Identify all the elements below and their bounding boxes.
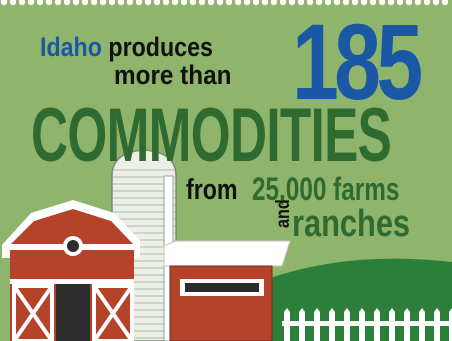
commodities-heading: COMMODITIES — [31, 93, 392, 178]
stamp-perforation — [387, 0, 395, 6]
word-ranches: ranches — [292, 203, 411, 245]
stamp-perforation — [144, 0, 152, 6]
stamp-perforation — [153, 0, 161, 6]
stamp-perforation — [369, 0, 377, 6]
red-barn-icon — [2, 200, 140, 341]
stamp-perforation — [333, 0, 341, 6]
fence-picket — [449, 308, 452, 341]
stamp-perforation — [279, 0, 287, 6]
stamp-perforation — [360, 0, 368, 6]
stamp-perforation — [261, 0, 269, 6]
stamp-perforation — [423, 0, 431, 6]
stamp-perforation — [270, 0, 278, 6]
stamp-perforation — [378, 0, 386, 6]
stamp-perforation — [36, 0, 44, 6]
stamp-perforation — [99, 0, 107, 6]
stamp-perforation — [405, 0, 413, 6]
stamp-perforation — [441, 0, 449, 6]
stamp-perforation — [126, 0, 134, 6]
stamp-perforation — [297, 0, 305, 6]
stamp-perforation — [18, 0, 26, 6]
word-from: from — [186, 174, 238, 206]
fence-picket — [359, 308, 365, 341]
stamp-perforation — [216, 0, 224, 6]
stamp-perforation — [288, 0, 296, 6]
stamp-perforation — [54, 0, 62, 6]
stamp-perforation — [432, 0, 440, 6]
stamp-perforation — [81, 0, 89, 6]
stamp-perforation — [0, 0, 8, 6]
fence-picket — [374, 308, 380, 341]
stamp-perforation — [225, 0, 233, 6]
stamp-edge-border — [0, 0, 449, 6]
state-name: Idaho — [40, 32, 102, 62]
stamp-perforation — [189, 0, 197, 6]
fence-picket — [404, 308, 410, 341]
stamp-perforation — [306, 0, 314, 6]
verb-produces: produces — [108, 32, 213, 62]
stamp-perforation — [324, 0, 332, 6]
fence-picket — [329, 308, 335, 341]
fence-picket — [389, 308, 395, 341]
stamp-perforation — [315, 0, 323, 6]
stamp-perforation — [171, 0, 179, 6]
stamp-perforation — [27, 0, 35, 6]
white-picket-fence-icon — [282, 308, 452, 341]
red-shed-icon — [163, 240, 291, 341]
stamp-perforation — [72, 0, 80, 6]
commodity-count: 185 — [292, 1, 423, 122]
farm-count: 25,000 farms — [252, 171, 400, 207]
fence-picket — [314, 308, 320, 341]
fence-picket — [434, 308, 440, 341]
stamp-perforation — [414, 0, 422, 6]
stamp-perforation — [207, 0, 215, 6]
stamp-perforation — [342, 0, 350, 6]
stamp-perforation — [108, 0, 116, 6]
fence-picket — [344, 308, 350, 341]
stamp-perforation — [351, 0, 359, 6]
fence-picket — [419, 308, 425, 341]
headline-qualifier: more than — [114, 60, 232, 90]
stamp-perforation — [234, 0, 242, 6]
word-and: and — [273, 199, 294, 228]
stamp-perforation — [90, 0, 98, 6]
headline-line-1: Idaho produces — [40, 34, 213, 61]
stamp-perforation — [135, 0, 143, 6]
stamp-perforation — [63, 0, 71, 6]
stamp-perforation — [180, 0, 188, 6]
fence-picket — [284, 308, 290, 341]
stamp-perforation — [117, 0, 125, 6]
fence-picket — [299, 308, 305, 341]
stamp-perforation — [9, 0, 17, 6]
stamp-perforation — [198, 0, 206, 6]
stamp-perforation — [45, 0, 53, 6]
stamp-perforation — [396, 0, 404, 6]
stamp-perforation — [252, 0, 260, 6]
stamp-perforation — [162, 0, 170, 6]
stamp-perforation — [243, 0, 251, 6]
